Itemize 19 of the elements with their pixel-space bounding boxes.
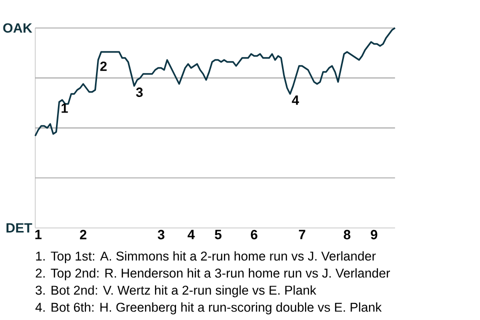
ref-line-label: OAK (3, 23, 32, 33)
x-tick-label: 3 (158, 230, 164, 240)
text: 2. Top 2nd: R. Henderson hit a 3-run home run vs J. Verlander (36, 268, 390, 280)
x-tick-label: 6 (250, 230, 258, 240)
text: 1. Top 1st: A. Simmons hit a 2-run home run vs J. Verlander (36, 251, 376, 264)
x-tick-label: 9 (370, 230, 378, 240)
annotation: 2 (100, 62, 107, 71)
x-tick-label: 8 (344, 230, 350, 240)
x-tick-label: 5 (214, 230, 222, 240)
x-tick-label: 4 (188, 230, 195, 240)
x-tick-label: 1 (35, 230, 42, 240)
annotation: 4 (292, 96, 300, 105)
text: 3. Bot 2nd: V. Wertz hit a 2-run single vs E. Plank (36, 285, 316, 298)
text: 4. Bot 6th: H. Greenberg hit a run-scoring double vs E. Plank (35, 302, 382, 314)
ref-line-label: DET (6, 223, 32, 233)
x-tick-label: 7 (298, 230, 306, 240)
x-tick-label: 2 (80, 230, 86, 240)
annotation: 3 (136, 88, 143, 98)
annotation: 1 (62, 104, 68, 113)
